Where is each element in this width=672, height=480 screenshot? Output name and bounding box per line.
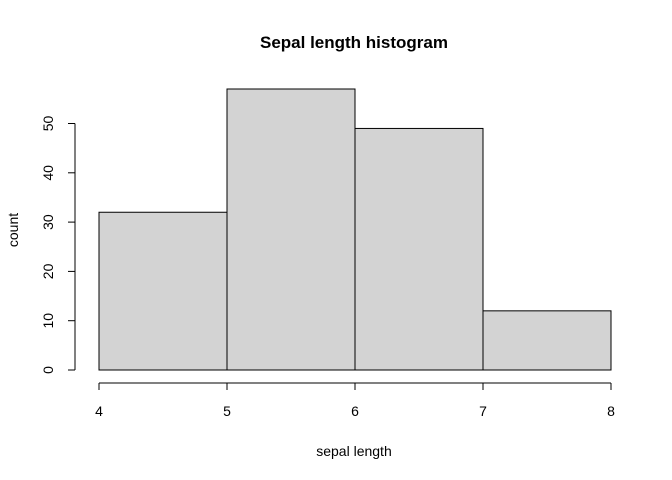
- x-tick-label: 5: [223, 403, 231, 419]
- x-axis-label: sepal length: [316, 443, 392, 459]
- chart-title: Sepal length histogram: [260, 33, 448, 52]
- y-tick-label: 20: [40, 263, 56, 279]
- x-tick-label: 6: [351, 403, 359, 419]
- y-axis-label: count: [5, 213, 21, 247]
- y-tick-label: 10: [40, 313, 56, 329]
- histogram-bar-3: [482, 310, 612, 371]
- y-tick-label: 40: [40, 165, 56, 181]
- x-tick-label: 8: [607, 403, 615, 419]
- histogram-bar-0: [98, 211, 228, 371]
- x-tick-label: 7: [479, 403, 487, 419]
- y-tick-label: 50: [40, 116, 56, 132]
- y-tick-label: 30: [40, 214, 56, 230]
- x-axis: 4 5 6 7 8: [95, 382, 615, 419]
- histogram-bar-2: [354, 127, 484, 371]
- bars-group: [98, 88, 612, 371]
- histogram-bar-1: [226, 88, 356, 371]
- y-axis: 0 10 20 30 40 50: [40, 116, 76, 374]
- y-tick-label: 0: [40, 366, 56, 374]
- x-tick-label: 4: [95, 403, 103, 419]
